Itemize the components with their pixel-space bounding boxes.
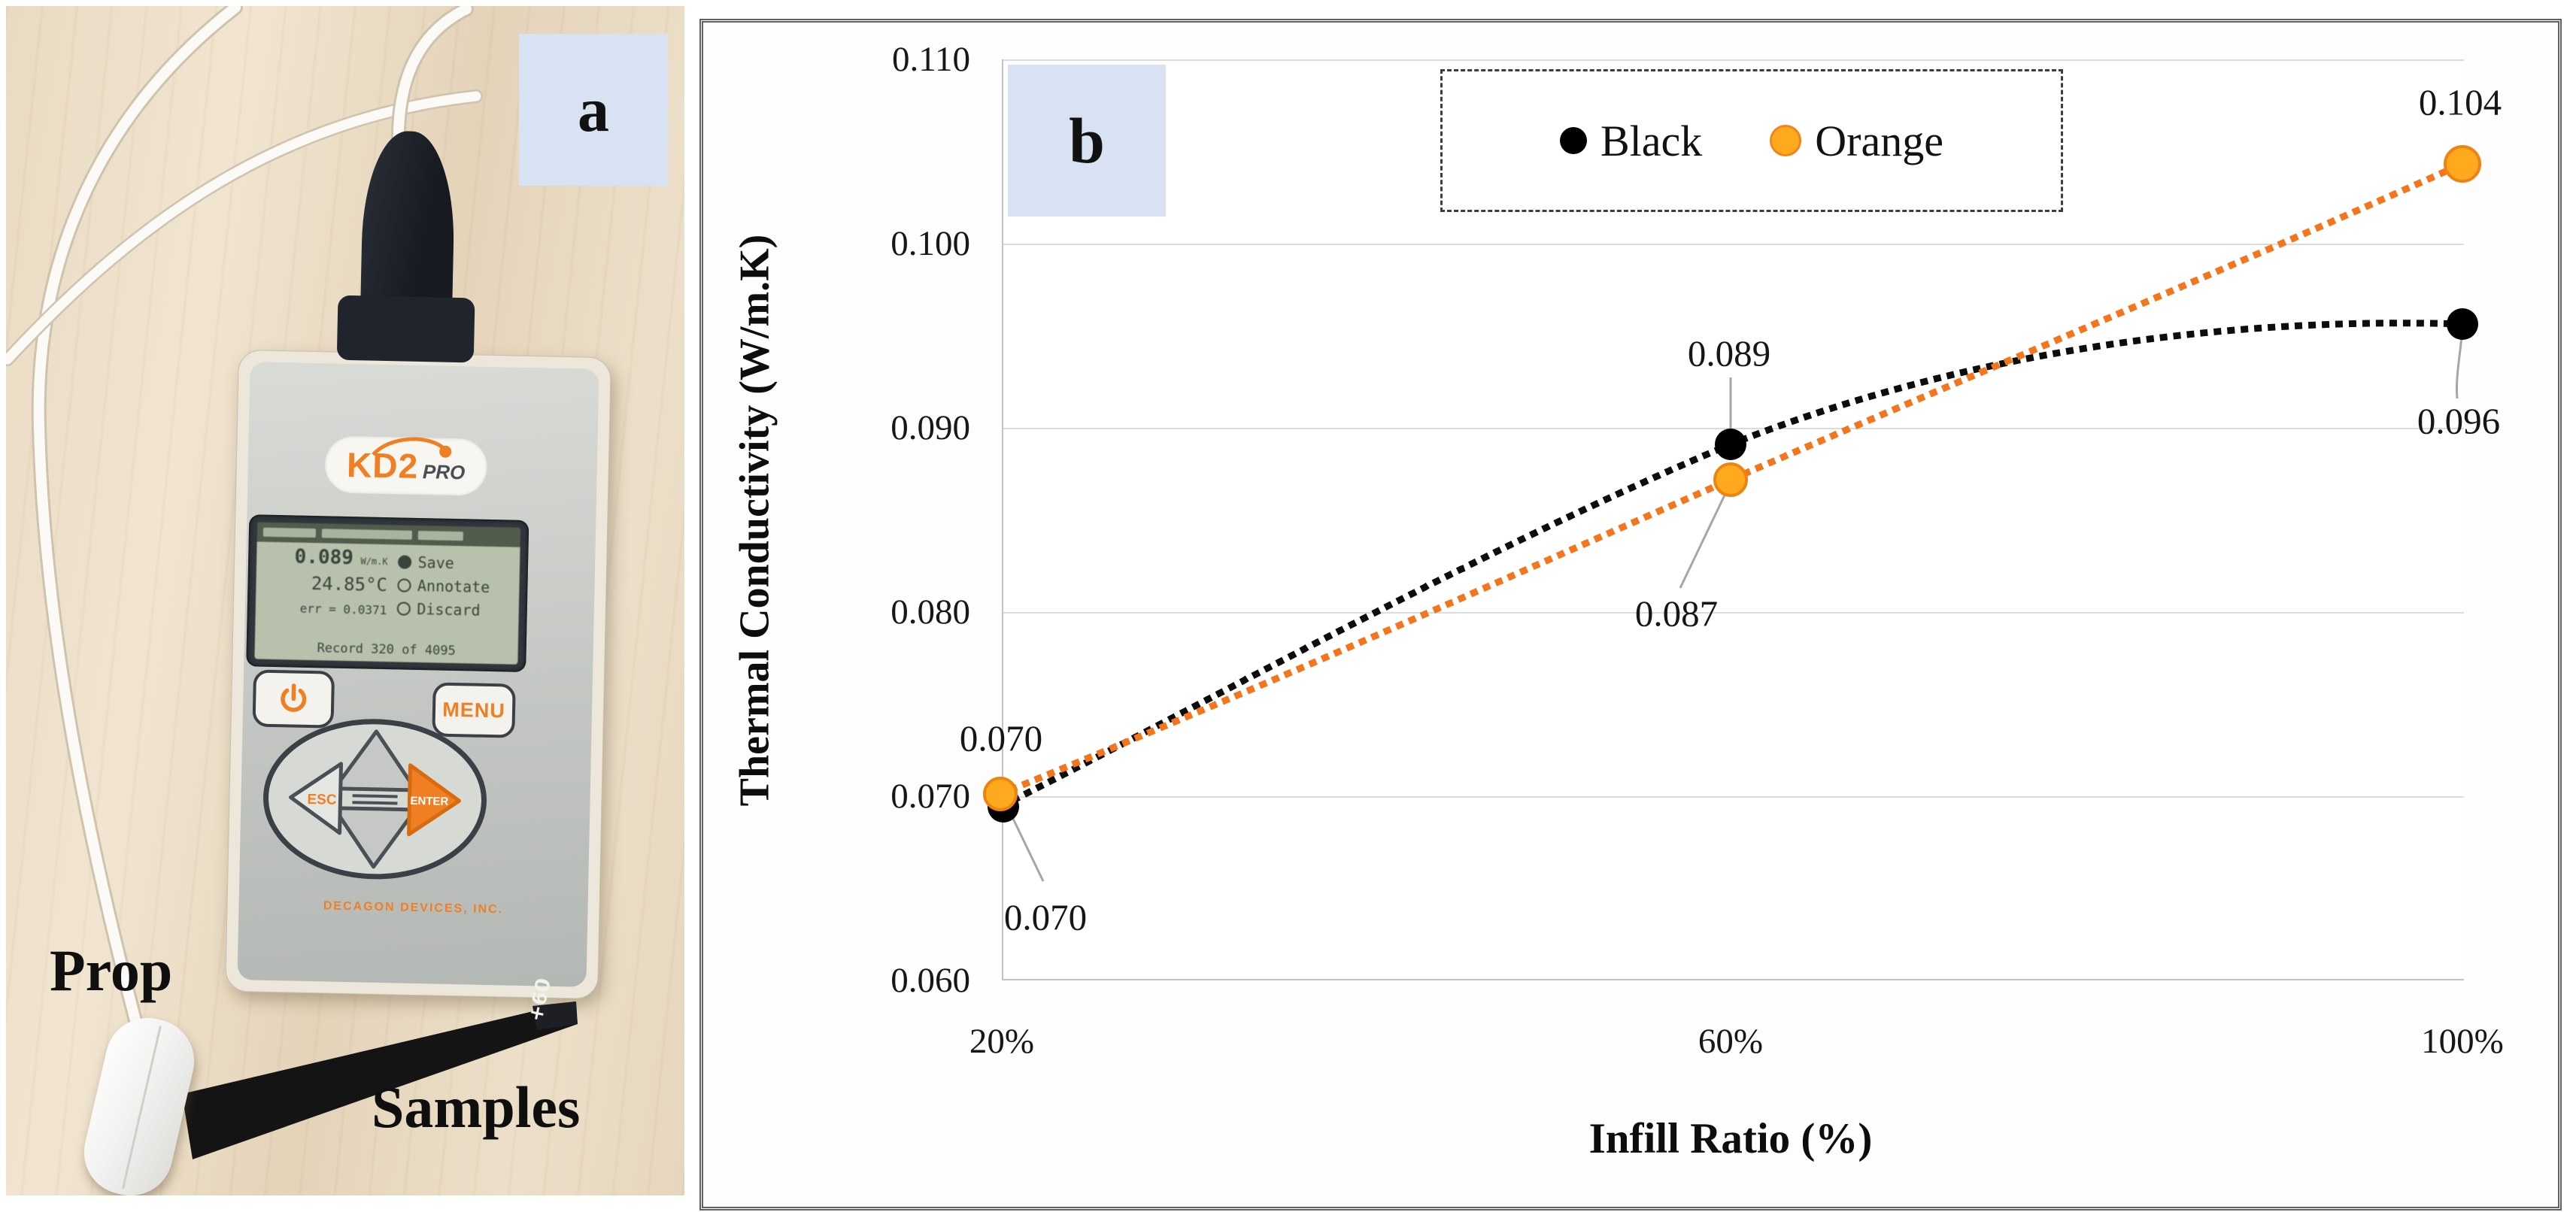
legend-item-orange: Orange: [1770, 116, 1943, 166]
legend-item-black: Black: [1560, 116, 1702, 166]
y-tick: 0.060: [891, 961, 970, 1000]
power-icon: [281, 683, 307, 712]
data-label-orange-20: 0.070: [1003, 896, 1088, 938]
x-tick: 20%: [969, 1022, 1035, 1061]
orange-point-60: [1713, 462, 1748, 497]
device-screen: 0.089 W/m.K 24.85°C err = 0.0371 Save An…: [246, 514, 529, 672]
orange-point-100: [2444, 145, 2481, 183]
data-label-black-20: 0.070: [959, 717, 1043, 759]
dpad-control[interactable]: ESC ENTER: [260, 716, 489, 883]
data-label-black-100: 0.096: [2417, 400, 2501, 442]
dpad-up-icon: [332, 729, 418, 792]
esc-label: ESC: [307, 792, 337, 808]
esc-button: [289, 762, 343, 835]
black-point-60: [1715, 429, 1746, 460]
kd2-pro-device: KD2 PRO 0.089 W/m.K 24.85°C err = 0.0371: [225, 130, 611, 1000]
samples-label: Samples: [372, 1074, 581, 1140]
leader-line: [1679, 482, 1732, 589]
black-point-100: [2447, 308, 2478, 340]
x-axis-title: Infill Ratio (%): [1588, 1115, 1873, 1162]
panel-a-tag: a: [519, 34, 668, 186]
dpad-down-icon: [332, 806, 417, 869]
lcd-error-value: err = 0.0371: [299, 601, 387, 618]
lcd-record-counter: Record 320 of 4095: [317, 641, 456, 659]
y-tick: 0.110: [891, 40, 970, 79]
logo-pro-text: PRO: [422, 459, 466, 483]
lcd-option-discard[interactable]: Discard: [417, 599, 481, 620]
enter-label: ENTER: [410, 795, 448, 808]
leader-line: [2455, 330, 2464, 399]
gridline: [1003, 796, 2464, 798]
x-axis-line: [1003, 979, 2464, 980]
lcd-temperature: 24.85°C: [311, 572, 388, 596]
y-tick: 0.080: [891, 592, 970, 632]
black-trendline: [998, 320, 2466, 811]
legend-label-black: Black: [1601, 116, 1703, 165]
orange-trendline: [996, 159, 2467, 798]
probe-cables-graphic: [6, 6, 483, 1045]
radio-icon[interactable]: [397, 601, 411, 616]
orange-point-20: [983, 777, 1018, 811]
radio-selected-icon[interactable]: [398, 555, 412, 569]
series-graphic: [983, 145, 2481, 882]
lcd-conductivity-value: 0.089: [294, 545, 354, 570]
prop-label: Prop: [50, 938, 173, 1003]
y-tick: 0.070: [891, 777, 970, 816]
plot-area: [1002, 59, 2464, 980]
logo-swoosh-icon: [372, 437, 452, 458]
data-label-black-60: 0.089: [1687, 332, 1771, 374]
probe-connector-base: [336, 295, 475, 363]
gridline: [1003, 612, 2464, 614]
x-tick: 100%: [2421, 1022, 2504, 1061]
gridline: [1003, 59, 2464, 61]
enter-button: [407, 763, 461, 837]
data-label-orange-60: 0.087: [1634, 592, 1719, 635]
lcd-display: 0.089 W/m.K 24.85°C err = 0.0371 Save An…: [254, 522, 521, 665]
y-tick: 0.090: [891, 408, 970, 447]
kd2-pro-logo: KD2 PRO: [324, 435, 488, 496]
gridline: [1003, 244, 2464, 245]
panel-a-photo: KD2 PRO 0.089 W/m.K 24.85°C err = 0.0371: [6, 6, 684, 1195]
gridline: [1003, 428, 2464, 429]
lcd-conductivity-unit: W/m.K: [360, 556, 388, 568]
power-button[interactable]: [252, 669, 335, 729]
legend-marker-black-icon: [1560, 127, 1587, 154]
x-tick: 60%: [1698, 1022, 1764, 1061]
legend-label-orange: Orange: [1815, 116, 1943, 165]
panel-b-tag: b: [1008, 65, 1166, 217]
lcd-option-save[interactable]: Save: [417, 553, 455, 572]
lcd-option-annotate[interactable]: Annotate: [417, 576, 490, 596]
radio-icon[interactable]: [397, 578, 412, 592]
data-label-orange-100: 0.104: [2418, 81, 2502, 123]
panel-b-chart: 0.110 0.100 0.090 0.080 0.070 0.060 20% …: [699, 19, 2562, 1210]
legend-marker-orange-icon: [1770, 125, 1802, 156]
legend: Black Orange: [1440, 69, 2063, 212]
y-tick: 0.100: [891, 224, 970, 263]
